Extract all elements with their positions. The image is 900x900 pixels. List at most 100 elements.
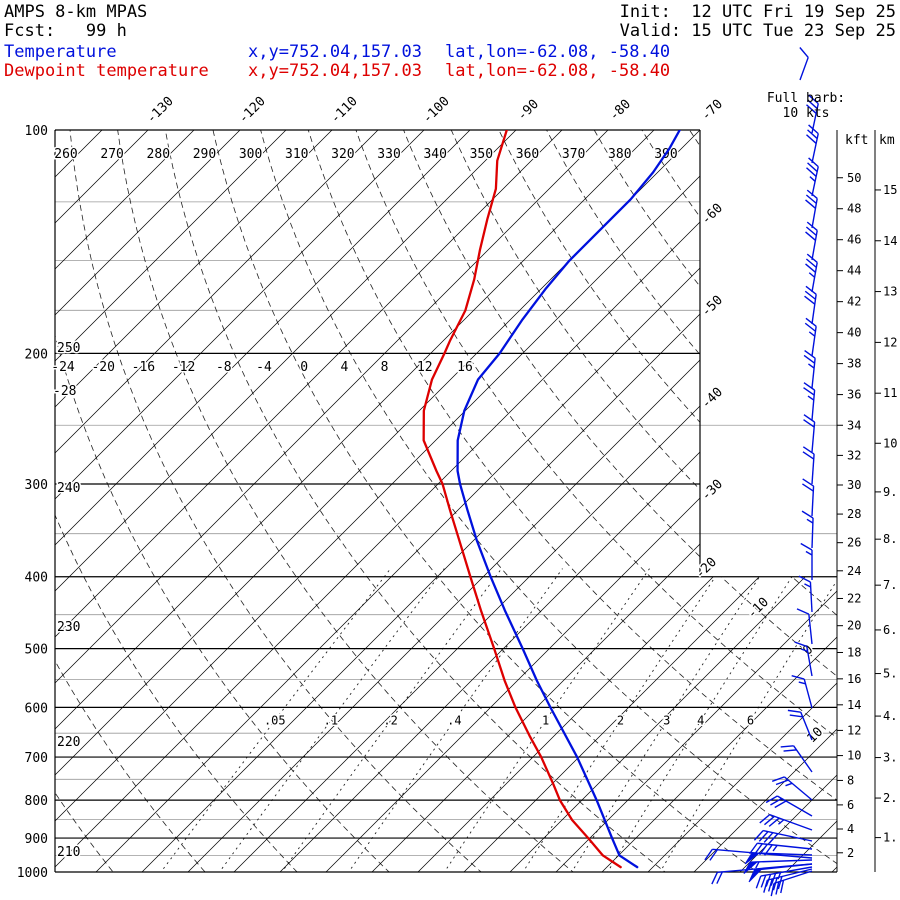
isotherm-label: -130 — [144, 94, 177, 127]
mixing-ratio-line — [214, 568, 445, 872]
temp-scale-label: -24 — [51, 360, 75, 375]
dry-adiabat-line — [488, 130, 837, 872]
km-tick-label: 5. — [883, 667, 897, 681]
wind-barb — [804, 285, 817, 325]
mixing-ratio-line — [155, 568, 391, 872]
isotherm-line — [371, 130, 837, 872]
isotherm-label: -110 — [328, 94, 361, 127]
temp-scale-label: 16 — [457, 360, 473, 375]
barb-legend-line1: Full barb: — [767, 91, 845, 106]
wind-barb — [806, 157, 819, 197]
wind-barb — [753, 829, 813, 844]
init-time: Init: 12 UTC Fri 19 Sep 25 — [619, 2, 896, 22]
isotherm-line — [601, 130, 837, 872]
model-title: AMPS 8-km MPAS — [4, 2, 148, 22]
temp-scale-label: -20 — [91, 360, 114, 375]
dry-adiabat-label: 310 — [285, 147, 308, 162]
kft-tick-label: 4 — [847, 822, 854, 836]
dry-adiabat-label: 260 — [54, 147, 77, 162]
mixing-ratio-label: 1 — [542, 714, 549, 728]
dry-adiabat-line — [207, 130, 778, 872]
dewpoint-legend-label: Dewpoint temperature — [4, 61, 209, 81]
kft-axis-title: kft — [845, 133, 868, 148]
wind-barb — [806, 124, 819, 164]
isotherm-label: -100 — [420, 94, 453, 127]
km-tick-label: 4. — [883, 709, 897, 723]
dry-adiabat-label: 210 — [57, 845, 80, 860]
kft-tick-label: 10 — [847, 749, 861, 763]
wind-barb — [711, 863, 813, 885]
kft-tick-label: 24 — [847, 564, 861, 578]
wind-barb — [798, 575, 813, 613]
isotherm-line — [417, 130, 837, 872]
dry-adiabat-line — [441, 130, 837, 872]
isotherm-line — [55, 130, 563, 872]
dry-adiabat-label: 230 — [57, 620, 80, 635]
dry-adiabat-label: 320 — [331, 147, 354, 162]
km-tick-label: 13. — [883, 285, 900, 299]
dry-adiabat-line — [394, 130, 837, 872]
kft-tick-label: 12 — [847, 723, 861, 737]
wind-barb — [805, 253, 818, 293]
dry-adiabat-line — [55, 130, 405, 872]
temperature-legend-label: Temperature — [4, 42, 117, 62]
dewpoint-legend-latlon: lat,lon=-62.08, -58.40 — [445, 61, 671, 81]
kft-tick-label: 50 — [847, 171, 861, 185]
mixing-ratio-label: 6 — [747, 714, 754, 728]
temp-scale-label: 0 — [300, 360, 308, 375]
kft-tick-label: 2 — [847, 846, 854, 860]
mixing-ratio-line — [655, 568, 837, 872]
km-tick-label: 14. — [883, 234, 900, 248]
km-tick-label: 8. — [883, 532, 897, 546]
major-pressure-lines — [55, 129, 837, 873]
temp-scale-label: -12 — [172, 360, 195, 375]
wind-barb — [805, 221, 818, 261]
pressure-label: 700 — [25, 751, 48, 766]
isotherm-line — [55, 130, 425, 872]
dewpoint-curve — [422, 130, 622, 869]
km-tick-label: 12. — [883, 335, 900, 349]
wind-barb — [770, 870, 813, 897]
dry-adiabat-label: 370 — [562, 147, 585, 162]
mixing-ratio-line — [603, 568, 798, 872]
isotherm-label: -40 — [699, 385, 726, 412]
dry-adiabat-label: 290 — [193, 147, 216, 162]
kft-tick-label: 48 — [847, 202, 861, 216]
kft-tick-label: 6 — [847, 798, 854, 812]
dry-adiabat-line — [0, 108, 32, 887]
wind-barb — [743, 859, 813, 875]
kft-tick-label: 38 — [847, 357, 861, 371]
isotherm-line — [509, 130, 837, 872]
km-tick-label: 9. — [883, 485, 897, 499]
pressure-label: 500 — [25, 643, 48, 658]
mixing-ratio-line — [277, 568, 502, 872]
wind-barb — [803, 382, 816, 421]
dry-adiabat-line — [581, 130, 837, 872]
isotherm-line — [233, 130, 837, 872]
valid-time: Valid: 15 UTC Tue 23 Sep 25 — [619, 21, 896, 41]
km-tick-label: 6. — [883, 623, 897, 637]
mixing-ratio-label: .05 — [264, 714, 286, 728]
kft-tick-label: 46 — [847, 233, 861, 247]
km-tick-label: 3. — [883, 751, 897, 765]
temp-scale-label: -28 — [53, 384, 76, 399]
pressure-label: 400 — [25, 571, 48, 586]
dry-adiabat-label: 220 — [57, 735, 80, 750]
isotherm-line — [55, 130, 655, 872]
dry-adiabat-label: 350 — [470, 147, 493, 162]
isotherm-line — [55, 130, 333, 872]
kft-tick-label: 32 — [847, 448, 861, 462]
temperature-curve — [456, 130, 681, 869]
wind-barb — [763, 868, 813, 893]
kft-tick-label: 40 — [847, 326, 861, 340]
mixing-ratio-label: .4 — [447, 714, 461, 728]
isotherm-line — [555, 130, 837, 872]
pressure-label: 200 — [25, 347, 48, 362]
km-tick-label: 15. — [883, 183, 900, 197]
isotherm-line — [55, 130, 149, 872]
dry-adiabat-label: 250 — [57, 341, 80, 356]
kft-tick-label: 26 — [847, 536, 861, 550]
isotherm-line — [95, 130, 837, 872]
isotherm-label: -30 — [699, 477, 726, 504]
